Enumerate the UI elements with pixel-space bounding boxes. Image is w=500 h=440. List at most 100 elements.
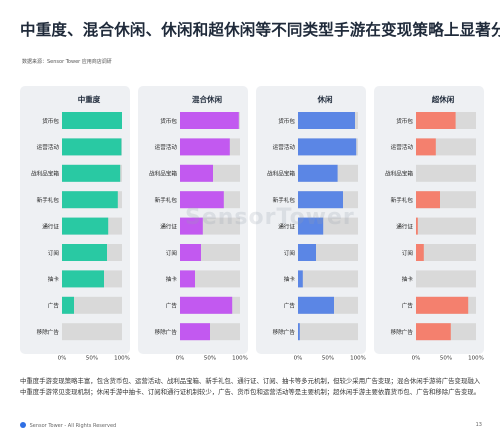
chart-title: 超休闲 <box>431 94 455 104</box>
chart-title: 混合休闲 <box>192 94 222 104</box>
bar <box>298 164 338 182</box>
category-label: 广告 <box>48 302 60 310</box>
bar <box>416 191 440 209</box>
category-label: 货币包 <box>42 117 59 125</box>
bar <box>298 191 343 209</box>
bar-track <box>416 270 476 288</box>
bar <box>62 164 121 182</box>
bar-track <box>298 270 358 288</box>
watermark: SensorTower <box>185 205 355 230</box>
bar <box>416 296 469 314</box>
x-tick-label: 100% <box>350 356 366 362</box>
category-label: 移除广告 <box>391 328 414 336</box>
category-label: 通行证 <box>160 222 177 230</box>
bar <box>180 323 210 341</box>
bar <box>180 138 230 156</box>
category-label: 广告 <box>166 302 178 310</box>
category-label: 运营活动 <box>155 143 178 151</box>
bar <box>62 217 109 235</box>
category-label: 通行证 <box>396 222 413 230</box>
bar <box>62 244 107 261</box>
category-label: 货币包 <box>160 117 177 125</box>
bar <box>180 270 195 288</box>
bar <box>416 244 424 261</box>
x-tick-label: 100% <box>232 356 248 362</box>
category-label: 运营活动 <box>273 143 296 151</box>
bar <box>180 296 233 314</box>
category-label: 订阅 <box>284 249 296 257</box>
x-tick-label: 50% <box>322 356 334 362</box>
x-tick-label: 0% <box>58 356 67 362</box>
category-label: 抽卡 <box>48 275 60 283</box>
category-label: 移除广告 <box>155 328 178 336</box>
bar-track <box>298 323 358 341</box>
description-text: 中重度手游变现策略丰富，包含货币包、运营活动、战利品宝箱、新手礼包、通行证、订阅… <box>20 377 481 396</box>
sensor-tower-logo-icon <box>20 422 26 428</box>
category-label: 货币包 <box>396 117 413 125</box>
bar <box>62 112 122 129</box>
category-label: 移除广告 <box>273 328 296 336</box>
bar <box>180 112 239 129</box>
category-label: 战利品宝箱 <box>149 170 177 178</box>
category-label: 抽卡 <box>166 275 178 283</box>
bar <box>298 270 303 288</box>
x-tick-label: 0% <box>176 356 185 362</box>
bar <box>298 296 334 314</box>
data-source-note: 数据来源：Sensor Tower 应用商店调研 <box>22 59 112 65</box>
bar-track <box>62 323 122 341</box>
bar <box>416 138 436 156</box>
bar <box>298 112 355 129</box>
category-label: 新手礼包 <box>155 196 178 204</box>
category-label: 订阅 <box>48 249 60 257</box>
x-tick-label: 0% <box>412 356 421 362</box>
bar <box>416 217 418 235</box>
category-label: 广告 <box>402 302 414 310</box>
x-tick-label: 50% <box>204 356 216 362</box>
category-label: 订阅 <box>166 249 178 257</box>
bar-track <box>62 296 122 314</box>
category-label: 战利品宝箱 <box>31 170 59 178</box>
bar <box>180 191 224 209</box>
bar <box>298 244 316 261</box>
bar-track <box>416 244 476 261</box>
x-tick-label: 0% <box>294 356 303 362</box>
bar <box>62 138 122 156</box>
bar <box>180 217 203 235</box>
chart-title: 中重度 <box>78 94 101 104</box>
bar <box>298 323 300 341</box>
x-tick-label: 100% <box>114 356 130 362</box>
bar <box>62 296 74 314</box>
page-title: 中重度、混合休闲、休闲和超休闲等不同类型手游在变现策略上显著分化 <box>20 21 500 39</box>
category-label: 通行证 <box>42 222 59 230</box>
footer-brand: Sensor Tower - All Rights Reserved <box>20 422 116 429</box>
category-label: 抽卡 <box>402 275 414 283</box>
x-tick-label: 100% <box>468 356 484 362</box>
category-label: 战利品宝箱 <box>267 170 295 178</box>
bar-track <box>416 217 476 235</box>
bar <box>180 164 213 182</box>
category-label: 通行证 <box>278 222 295 230</box>
category-label: 运营活动 <box>37 143 60 151</box>
bar <box>416 112 456 129</box>
category-label: 抽卡 <box>284 275 296 283</box>
category-label: 运营活动 <box>391 143 414 151</box>
category-label: 战利品宝箱 <box>385 170 413 178</box>
bar-track <box>416 164 476 182</box>
chart-title: 休闲 <box>317 94 333 104</box>
bar <box>416 323 451 341</box>
bar <box>298 217 324 235</box>
bar <box>180 244 201 261</box>
bar <box>62 191 118 209</box>
category-label: 订阅 <box>402 249 414 257</box>
x-tick-label: 50% <box>440 356 452 362</box>
category-label: 新手礼包 <box>391 196 414 204</box>
bar <box>62 270 104 288</box>
category-label: 货币包 <box>278 117 295 125</box>
category-label: 新手礼包 <box>273 196 296 204</box>
page-number: 13 <box>475 422 482 428</box>
footer-brand-text: Sensor Tower - All Rights Reserved <box>29 423 117 429</box>
category-label: 新手礼包 <box>37 196 60 204</box>
category-label: 移除广告 <box>37 328 60 336</box>
bar <box>298 138 357 156</box>
